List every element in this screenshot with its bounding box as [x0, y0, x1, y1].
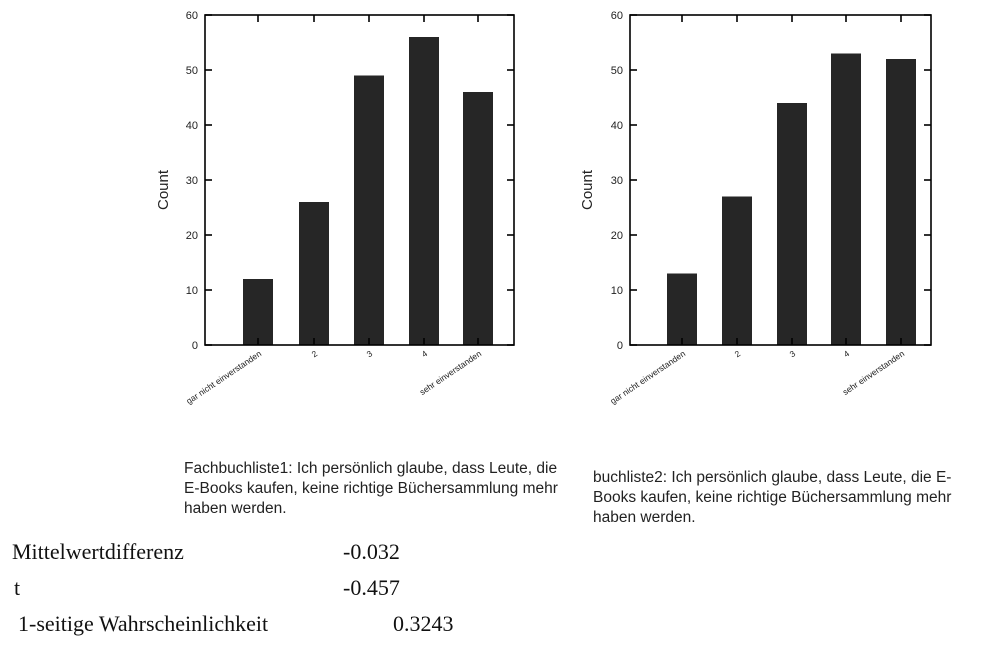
stat-value: -0.457 — [343, 575, 400, 600]
y-axis-title: Count — [155, 169, 172, 210]
stat-value: 0.3243 — [393, 611, 454, 636]
bar — [777, 103, 807, 345]
bar — [722, 196, 752, 345]
bar — [667, 273, 697, 345]
y-axis-title: Count — [579, 169, 596, 210]
y-tick-label: 50 — [611, 65, 623, 77]
x-category-label: 3 — [788, 348, 798, 359]
y-tick-label: 40 — [611, 120, 623, 132]
stat-value: -0.032 — [343, 539, 400, 564]
y-tick-label: 50 — [186, 65, 198, 77]
y-tick-label: 60 — [186, 10, 198, 22]
bar — [831, 53, 861, 345]
x-category-label: 3 — [365, 348, 375, 359]
x-category-label: 2 — [733, 348, 743, 359]
chart-2: 0 10 20 30 40 50 60 gar nicht einverstanden 2 3 4s… — [579, 10, 932, 406]
chart-1-caption: Fachbuchliste1: Ich persönlich glaube, d… — [184, 460, 558, 517]
y-tick-label: 20 — [186, 230, 198, 242]
bar — [409, 37, 439, 345]
x-category-label: gar nicht einverstanden — [184, 348, 263, 406]
bar — [243, 279, 273, 345]
x-category-label: 4 — [420, 348, 430, 359]
x-category-label: gar nicht einverstanden — [608, 348, 687, 406]
y-tick-label: 60 — [611, 10, 623, 22]
x-category-label: sehr einverstanden — [841, 348, 907, 397]
bar — [354, 75, 384, 345]
y-tick-label: 30 — [186, 175, 198, 187]
x-category-label: 2 — [310, 348, 320, 359]
y-tick-label: 30 — [611, 175, 623, 187]
bar — [299, 202, 329, 345]
x-category-label: 4 — [842, 348, 852, 359]
chart-2-caption: buchliste2: Ich persönlich glaube, dass … — [593, 469, 952, 526]
y-tick-label: 0 — [192, 340, 198, 352]
stat-label: 1-seitige Wahrscheinlichkeit — [18, 611, 269, 636]
bar — [886, 59, 916, 345]
y-tick-label: 10 — [186, 285, 198, 297]
stat-label: t — [14, 575, 21, 600]
bar — [463, 92, 493, 345]
y-tick-label: 20 — [611, 230, 623, 242]
y-tick-label: 40 — [186, 120, 198, 132]
stat-label: Mittelwertdifferenz — [12, 539, 184, 564]
y-tick-label: 0 — [617, 340, 623, 352]
y-tick-label: 10 — [611, 285, 623, 297]
